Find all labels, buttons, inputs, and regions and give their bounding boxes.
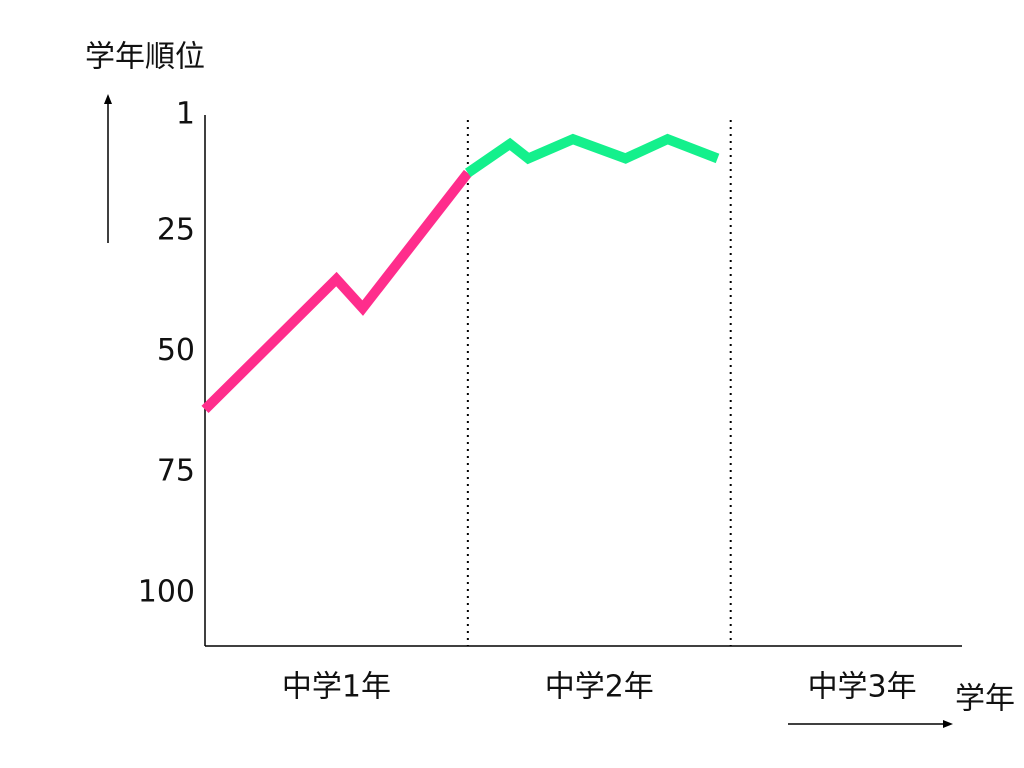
x-axis-label: 学年 (955, 682, 1015, 717)
x-category-label: 中学1年 (282, 670, 391, 705)
y-tick-label: 50 (157, 333, 195, 368)
y-tick-label: 75 (157, 454, 195, 489)
x-category-label: 中学3年 (808, 670, 917, 705)
y-tick-label: 25 (157, 212, 195, 247)
x-arrow-head (943, 720, 953, 728)
series-line (201, 169, 472, 414)
y-axis-label: 学年順位 (85, 40, 205, 75)
x-category-label: 中学2年 (545, 670, 654, 705)
y-tick-label: 100 (138, 574, 195, 609)
y-tick-label: 1 (176, 97, 195, 132)
series-line (465, 133, 720, 178)
y-arrow-head (104, 94, 112, 104)
